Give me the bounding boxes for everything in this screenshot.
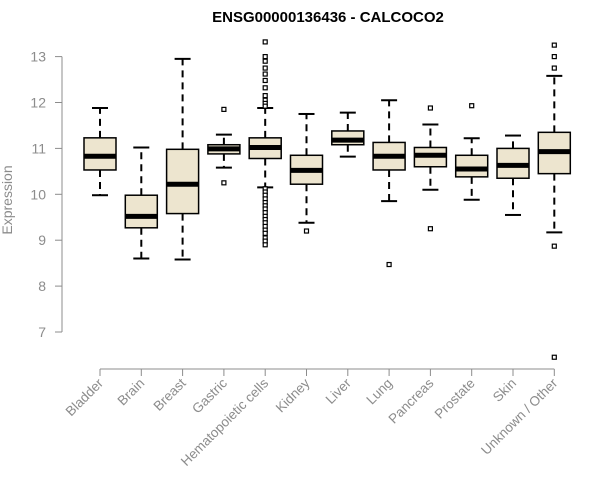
x-tick-label: Unknown / Other [478, 375, 561, 458]
outlier-point [551, 53, 557, 60]
outlier-point [262, 65, 268, 71]
outlier-point [262, 85, 268, 91]
x-tick-label: Lung [363, 376, 395, 408]
outlier-point [551, 243, 557, 249]
box-hematopoietic-cells [248, 39, 282, 248]
outlier-point [551, 42, 557, 48]
outlier-point [303, 228, 310, 234]
x-tick-label: Breast [151, 375, 189, 413]
box-prostate [454, 103, 489, 201]
x-tick-label: Prostate [432, 376, 478, 422]
iqr-box [124, 194, 159, 229]
iqr-box [454, 154, 489, 178]
y-tick-label: 7 [38, 324, 46, 340]
outlier-point [551, 65, 557, 71]
box-breast [165, 57, 200, 261]
y-tick-label: 10 [30, 186, 46, 202]
outlier-point [551, 354, 557, 360]
box-lung [372, 99, 406, 268]
x-tick-label: Pancreas [386, 375, 437, 426]
outlier-point [262, 77, 268, 84]
y-tick-label: 13 [30, 49, 46, 65]
x-tick-label: Kidney [273, 375, 313, 415]
outlier-point [262, 103, 268, 109]
y-tick-label: 8 [38, 278, 46, 294]
boxes-group [83, 39, 572, 360]
box-unknown-other [537, 42, 572, 360]
box-bladder [83, 107, 117, 197]
box-pancreas [413, 105, 448, 232]
x-tick-label: Liver [323, 375, 355, 407]
y-tick-label: 11 [31, 140, 46, 156]
outlier-point [386, 261, 392, 268]
outlier-point [262, 242, 268, 248]
x-tick-label: Bladder [63, 375, 107, 419]
outlier-point [262, 230, 268, 236]
outlier-point [469, 103, 475, 109]
chart-title: ENSG00000136436 - CALCOCO2 [212, 9, 444, 26]
outlier-point [262, 39, 268, 45]
outlier-point [221, 180, 227, 186]
outlier-point [262, 93, 268, 99]
x-tick-label: Gastric [189, 375, 230, 416]
outlier-point [262, 71, 268, 77]
box-kidney [289, 112, 324, 234]
x-tick-label: Skin [490, 376, 519, 405]
y-axis-label: Expression [0, 165, 15, 234]
box-brain [124, 146, 159, 260]
x-tick-label: Brain [115, 376, 148, 409]
outlier-point [262, 58, 268, 64]
box-liver [331, 111, 365, 158]
outlier-point [262, 53, 268, 60]
box-skin [496, 134, 530, 216]
outlier-point [221, 106, 227, 112]
outlier-point [427, 105, 433, 111]
y-tick-label: 12 [30, 95, 46, 111]
y-axis: 7 8 9 10 11 12 13 [30, 49, 63, 340]
iqr-box [165, 148, 200, 215]
outlier-point [427, 226, 433, 232]
box-gastric [207, 106, 241, 186]
y-tick-label: 9 [38, 232, 46, 248]
